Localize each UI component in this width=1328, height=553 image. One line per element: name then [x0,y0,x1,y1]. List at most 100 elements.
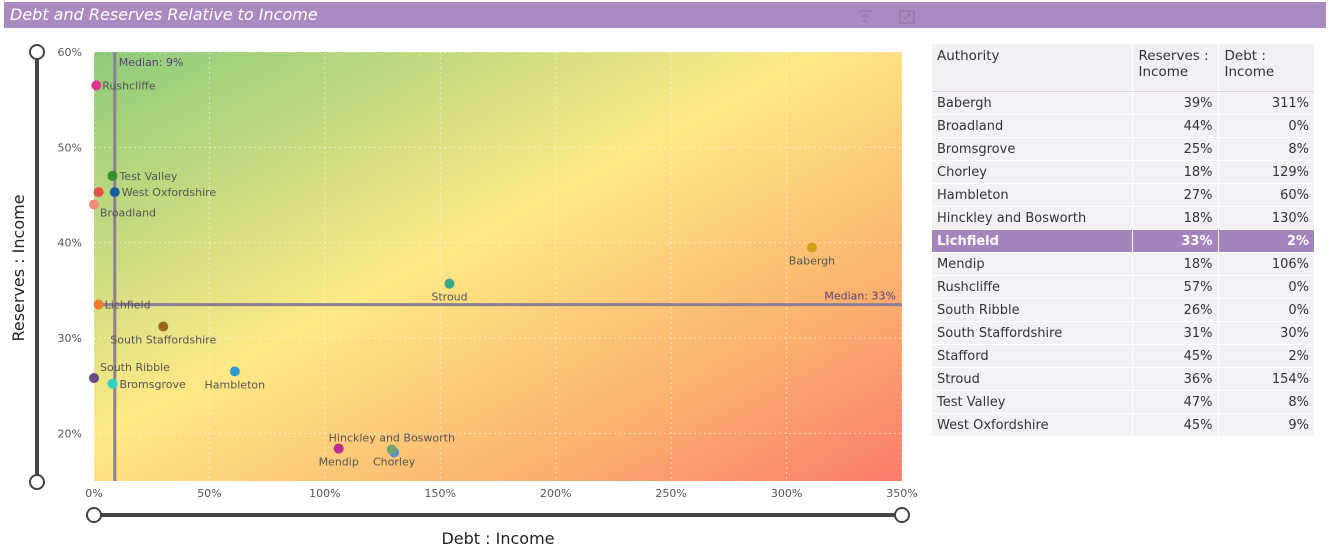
table-row[interactable]: Mendip 18% 106% [932,252,1314,276]
median-label-y: Median: 33% [824,290,896,303]
data-point-label: Bromsgrove [119,378,186,391]
data-point[interactable] [109,187,120,198]
table-row[interactable]: West Oxfordshire 45% 9% [932,413,1314,437]
data-point[interactable] [158,321,169,332]
y-tick-label: 40% [58,237,82,250]
cell-reserves: 33% [1131,229,1218,253]
cell-debt: 2% [1217,344,1314,368]
table-row[interactable]: Stroud 36% 154% [932,367,1314,391]
cell-reserves: 36% [1131,367,1218,391]
cell-reserves: 18% [1131,252,1218,276]
cell-authority: South Staffordshire [932,321,1132,345]
table-header-row: Authority Reserves : Income Debt : Incom… [932,44,1314,92]
data-point-label: Lichfield [105,299,151,312]
data-point[interactable] [386,444,397,455]
x-tick-label: 350% [886,487,917,500]
table-row[interactable]: Hambleton 27% 60% [932,183,1314,207]
table-row[interactable]: South Ribble 26% 0% [932,298,1314,322]
x-axis-label: Debt : Income [441,529,554,548]
data-point[interactable] [229,366,240,377]
axis-ticks: 0% 50% 100% 150% 200% 250% 300% 350% 20% 30% 40% 50… [58,46,918,500]
filter-icon[interactable] [857,10,873,24]
plot-background [94,52,902,481]
cell-debt: 0% [1217,298,1314,322]
column-header-authority[interactable]: Authority [932,44,1132,92]
table-row[interactable]: Stafford 45% 2% [932,344,1314,368]
data-point[interactable] [107,378,118,389]
cell-debt: 9% [1217,413,1314,437]
y-range-slider-handle-bottom[interactable] [29,474,45,490]
cell-reserves: 45% [1131,344,1218,368]
y-tick-label: 60% [58,46,82,59]
data-point[interactable] [444,278,455,289]
table-row[interactable]: Rushcliffe 57% 0% [932,275,1314,299]
x-tick-label: 50% [197,487,221,500]
cell-debt: 30% [1217,321,1314,345]
data-point[interactable] [806,242,817,253]
cell-authority: Stafford [932,344,1132,368]
cell-debt: 106% [1217,252,1314,276]
x-tick-label: 250% [655,487,686,500]
cell-authority: Bromsgrove [932,137,1132,161]
y-range-slider-handle-top[interactable] [29,44,45,60]
x-tick-label: 200% [540,487,571,500]
cell-debt: 154% [1217,367,1314,391]
title-bar: Debt and Reserves Relative to Income [4,2,1326,28]
authority-table: Authority Reserves : Income Debt : Incom… [932,44,1314,437]
data-point[interactable] [89,199,99,210]
page-title: Debt and Reserves Relative to Income [10,5,318,24]
cell-debt: 0% [1217,275,1314,299]
cell-reserves: 31% [1131,321,1218,345]
median-label-x: Median: 9% [119,56,184,69]
x-range-slider-handle-left[interactable] [86,507,102,523]
cell-reserves: 44% [1131,114,1218,138]
x-tick-label: 150% [425,487,456,500]
table-row[interactable]: Babergh 39% 311% [932,91,1314,115]
data-point[interactable] [333,443,344,454]
y-axis-label: Reserves : Income [9,194,28,341]
table-row[interactable]: Chorley 18% 129% [932,160,1314,184]
column-header-debt[interactable]: Debt : Income [1217,44,1314,92]
table-row[interactable]: Bromsgrove 25% 8% [932,137,1314,161]
x-tick-label: 0% [85,487,102,500]
cell-reserves: 25% [1131,137,1218,161]
cell-authority: Lichfield [932,229,1132,253]
table-row[interactable]: Broadland 44% 0% [932,114,1314,138]
data-point-label: Rushcliffe [102,79,156,92]
x-tick-label: 300% [771,487,802,500]
cell-authority: South Ribble [932,298,1132,322]
data-point-label: Test Valley [118,170,177,183]
data-point-label: South Staffordshire [110,334,216,347]
data-point-label: Babergh [789,254,835,267]
data-points: Babergh Broadland Bromsgrove Chorley Hamblet… [89,79,835,469]
focus-mode-icon[interactable] [899,10,915,24]
data-point-label: Stroud [431,291,467,304]
data-point-label: Mendip [319,456,359,469]
x-range-slider-handle-right[interactable] [894,507,910,523]
data-point-label: Hinckley and Bosworth [329,432,455,445]
data-point[interactable] [91,80,102,91]
cell-debt: 8% [1217,390,1314,414]
data-point-label: Chorley [373,455,416,468]
table-row[interactable]: South Staffordshire 31% 30% [932,321,1314,345]
table-row[interactable]: Test Valley 47% 8% [932,390,1314,414]
median-lines: Median: 9% Median: 33% [94,52,902,481]
cell-reserves: 18% [1131,160,1218,184]
cell-authority: West Oxfordshire [932,413,1132,437]
cell-debt: 311% [1217,91,1314,115]
table-row[interactable]: Hinckley and Bosworth 18% 130% [932,206,1314,230]
data-point[interactable] [107,170,118,181]
y-tick-label: 50% [58,141,82,154]
range-sliders[interactable] [29,44,910,523]
cell-authority: Mendip [932,252,1132,276]
cell-reserves: 27% [1131,183,1218,207]
data-point[interactable] [89,373,99,384]
column-header-reserves[interactable]: Reserves : Income [1131,44,1218,92]
cell-reserves: 18% [1131,206,1218,230]
cell-authority: Chorley [932,160,1132,184]
cell-authority: Test Valley [932,390,1132,414]
data-point[interactable] [93,299,104,310]
data-point[interactable] [93,187,104,198]
cell-debt: 129% [1217,160,1314,184]
table-row[interactable]: Lichfield 33% 2% [932,229,1314,253]
